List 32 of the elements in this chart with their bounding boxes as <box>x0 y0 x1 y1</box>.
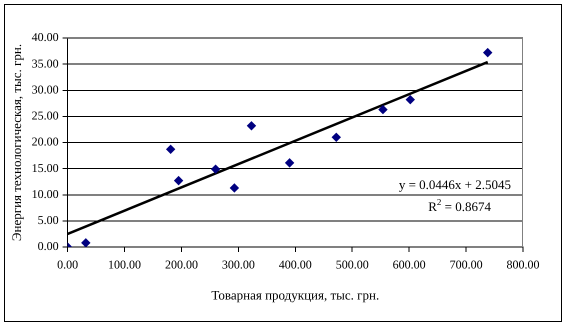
point <box>211 164 220 174</box>
y-tick-label: 30.00 <box>32 82 59 96</box>
x-axis-title: Товарная продукция, тыс. грн. <box>211 288 380 303</box>
point <box>230 183 239 192</box>
y-tick-label: 10.00 <box>32 186 59 201</box>
x-tick-label: 200.00 <box>164 257 198 272</box>
y-tick-label: 25.00 <box>32 108 59 123</box>
point <box>246 121 256 130</box>
point <box>166 144 176 154</box>
annotation: y = 0.0446x + 2.5045 <box>398 177 512 192</box>
x-tick-label: 100.00 <box>108 257 142 272</box>
point <box>483 48 492 58</box>
y-tick-label: 0.00 <box>38 239 59 254</box>
x-tick-label: 500.00 <box>336 257 369 272</box>
x-tick-label: 400.00 <box>278 257 312 272</box>
point <box>174 176 184 186</box>
x-tick-label: 600.00 <box>392 257 426 272</box>
point <box>378 105 388 114</box>
point <box>332 132 341 142</box>
x-tick-label: 0.00 <box>57 257 78 272</box>
y-axis-title: Энергия технологическая, тыс. грн. <box>9 44 24 242</box>
point <box>406 95 415 104</box>
x-tick-label: 700.00 <box>450 257 483 272</box>
x-tick-label: 800.00 <box>506 257 540 272</box>
y-tick-label: 40.00 <box>32 30 59 44</box>
y-tick-label: 20.00 <box>32 134 59 149</box>
y-tick-label: 5.00 <box>38 213 59 228</box>
x-tick-label: 300.00 <box>222 257 255 272</box>
y-tick-label: 15.00 <box>32 160 59 175</box>
point <box>285 158 294 168</box>
y-tick-label: 35.00 <box>32 56 59 70</box>
point <box>81 238 90 247</box>
